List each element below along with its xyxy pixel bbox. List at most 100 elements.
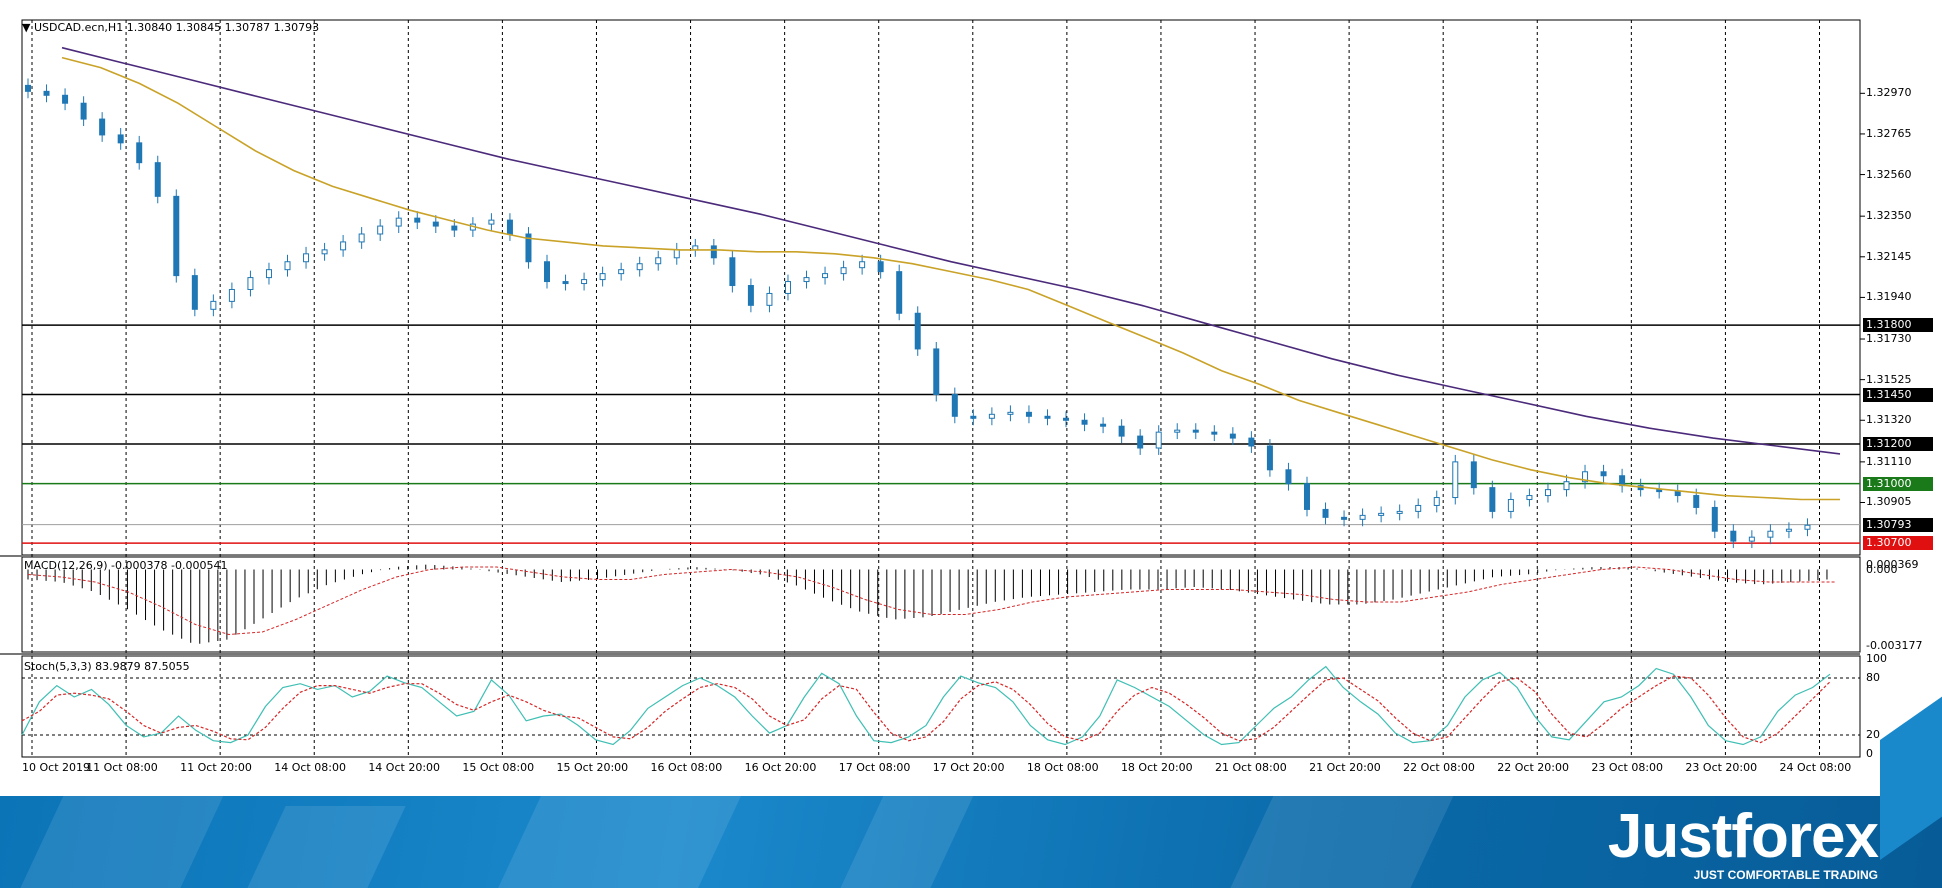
candle-body [1341,516,1348,520]
time-tick-label: 24 Oct 08:00 [1779,761,1852,774]
candle-body [154,162,161,197]
candle-body [1192,429,1199,433]
price-tick-label: 1.32970 [1866,86,1912,100]
price-tick-label: 1.32350 [1866,209,1912,223]
price-tick-label: 1.31730 [1866,332,1912,346]
candle-body [1656,489,1663,493]
candle-body [1433,497,1440,506]
candle-body [1322,508,1329,518]
macd-tick-label: 0.000 [1866,562,1898,576]
candle-body [1415,504,1422,512]
candle-body [247,277,254,290]
candle-body [1359,514,1366,520]
candle-body [951,394,958,417]
candle-body [840,267,847,275]
candle-body [1470,461,1477,489]
candle-body [970,415,977,419]
candle-body [303,253,310,263]
stoch-d-line [21,675,1831,744]
candle-body [1007,411,1014,415]
stoch-title: Stoch(5,3,3) 83.9879 87.5055 [24,660,190,673]
time-tick-label: 21 Oct 20:00 [1309,761,1381,774]
time-tick-label: 15 Oct 20:00 [556,761,629,774]
candle-body [673,249,680,259]
candle-body [859,261,866,269]
price-level-tag: 1.31800 [1863,318,1933,333]
candle-body [710,245,717,259]
banner-shard [12,796,228,888]
candle-body [62,94,69,104]
time-tick-label: 14 Oct 20:00 [368,761,441,774]
main-chart-title: ▼ USDCAD.ecn,H1 1.30840 1.30845 1.30787 … [22,21,319,34]
price-tick-label: 1.31940 [1866,290,1912,304]
candle-body [618,269,625,275]
candle-body [395,217,402,227]
stoch-tick-label: 20 [1866,728,1880,741]
stoch-tick-label: 100 [1866,652,1887,665]
candle-body [136,142,143,164]
banner-shard [234,806,406,888]
candle-body [1063,417,1070,421]
candle-body [1378,512,1385,516]
candle-body [488,219,495,225]
price-tick-label: 1.30905 [1866,495,1912,509]
banner-shard [489,796,751,888]
candle-body [1266,445,1273,471]
candle-body [1767,530,1774,538]
price-tick-label: 1.31525 [1866,372,1912,386]
time-tick-label: 21 Oct 08:00 [1215,761,1287,774]
time-tick-label: 16 Oct 20:00 [744,761,817,774]
candle-body [988,413,995,419]
time-tick-label: 11 Oct 20:00 [180,761,252,774]
candle-body [544,261,551,283]
banner-shard [836,796,974,888]
candle-body [1563,481,1570,491]
candle-body [896,271,903,314]
price-tick-label: 1.32765 [1866,126,1912,140]
candle-body [1526,495,1533,501]
time-tick-label: 10 Oct 2019 [22,761,91,774]
time-tick-label: 17 Oct 08:00 [838,761,911,774]
candle-body [729,257,736,287]
price-level-tag: 1.31200 [1863,437,1933,452]
banner-shard [1222,796,1458,888]
candle-body [210,300,217,310]
macd-tick-label: 0.000369 [1866,558,1919,571]
time-tick-label: 15 Oct 08:00 [462,761,535,774]
price-tick-label: 1.31320 [1866,413,1912,427]
ma-slow-line [61,46,1841,455]
candle-body [228,288,235,302]
time-tick-label: 23 Oct 20:00 [1685,761,1758,774]
time-tick-label: 22 Oct 20:00 [1497,761,1569,774]
candle-body [1582,471,1589,483]
candle-body [1804,524,1811,530]
collapse-triangle-icon[interactable]: ▼ [22,21,31,34]
stoch-tick-label: 0 [1866,747,1873,760]
candle-body [1248,437,1255,447]
candle-body [747,285,754,306]
candle-body [265,269,272,279]
candle-body [80,102,87,120]
candle-body [1544,489,1551,497]
candle-body [1452,461,1459,499]
stoch-k-line [21,665,1831,746]
candle-body [321,249,328,255]
candle-body [1137,435,1144,449]
symbol-ohlc-readout: USDCAD.ecn,H1 1.30840 1.30845 1.30787 1.… [33,21,320,34]
brand-tagline: JUST COMFORTABLE TRADING [1693,868,1878,882]
time-tick-label: 17 Oct 20:00 [932,761,1005,774]
candle-body [117,134,124,144]
candle-body [1600,471,1607,477]
candle-body [1100,423,1107,427]
macd-tick-label: -0.003177 [1866,639,1923,652]
candle-body [173,195,180,277]
candle-body [1489,487,1496,512]
candle-body [99,118,106,136]
justforex-logo: Justforex [1607,802,1879,871]
panel-frame [21,655,1861,758]
candle-body [1118,425,1125,437]
candle-body [25,84,31,92]
macd-title: MACD(12,26,9) -0.000378 -0.000541 [24,559,228,572]
candle-body [377,225,384,235]
